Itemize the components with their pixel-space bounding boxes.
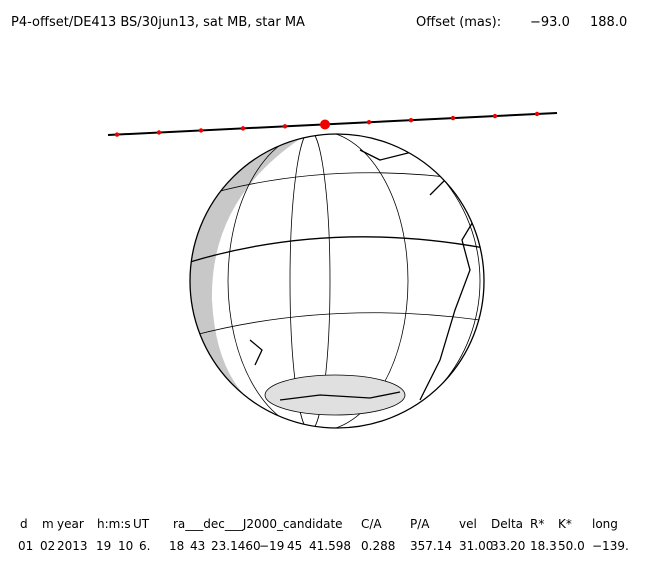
time-marker — [156, 130, 162, 135]
time-marker — [198, 128, 204, 133]
time-marker — [282, 124, 288, 129]
globe — [189, 133, 485, 429]
column-header: UT — [133, 517, 150, 531]
time-marker — [534, 111, 540, 117]
cell: 31.00 — [459, 539, 493, 553]
column-header: C/A — [361, 517, 382, 531]
cell: 01 — [18, 539, 33, 553]
globe-disk — [190, 134, 484, 428]
cell: 6. — [139, 539, 150, 553]
time-marker — [408, 117, 414, 123]
cell: 10 — [118, 539, 133, 553]
coastline — [249, 339, 263, 366]
cell: 45 — [287, 539, 302, 553]
offset-label: Offset (mas): — [416, 15, 501, 30]
column-header: h:m:s — [97, 517, 131, 531]
offset-ra: −93.0 — [530, 15, 570, 30]
column-header: ra___dec___J2000_candidate — [173, 517, 343, 531]
column-header: year — [57, 517, 84, 531]
track — [107, 112, 558, 136]
cell: 41.598 — [309, 539, 351, 553]
cell: 43 — [190, 539, 205, 553]
time-marker — [450, 115, 456, 121]
cell: 2013 — [57, 539, 88, 553]
column-header: R* — [530, 517, 544, 531]
title: P4-offset/DE413 BS/30jun13, sat MB, star… — [11, 15, 305, 30]
shadow-path — [107, 112, 558, 136]
column-header: P/A — [410, 517, 430, 531]
meridian — [289, 134, 331, 428]
globe-outline — [189, 133, 485, 429]
time-marker — [324, 122, 330, 127]
coastline — [279, 391, 401, 401]
meridian — [227, 134, 409, 428]
meridian — [190, 134, 481, 428]
offset-dec: 188.0 — [590, 15, 627, 30]
column-header: Delta — [491, 517, 523, 531]
cell: 18 — [169, 539, 184, 553]
column-header: d — [20, 517, 28, 531]
night-side — [190, 139, 300, 410]
parallel — [204, 172, 471, 196]
polar-cap — [264, 374, 406, 416]
cell: 33.20 — [491, 539, 525, 553]
column-header: m — [42, 517, 54, 531]
cell: 02 — [40, 539, 55, 553]
cell: 357.14 — [410, 539, 452, 553]
equator — [190, 236, 484, 263]
parallel — [194, 312, 481, 336]
cell: 50.0 — [558, 539, 585, 553]
time-marker — [240, 126, 246, 131]
cell: −19 — [259, 539, 284, 553]
time-marker — [492, 113, 498, 119]
cell: 19 — [96, 539, 111, 553]
cell: 0.288 — [361, 539, 395, 553]
column-header: vel — [459, 517, 477, 531]
time-marker — [366, 120, 372, 125]
column-header: long — [592, 517, 618, 531]
cell: 23.1460 — [211, 539, 261, 553]
time-marker — [114, 132, 120, 137]
cell: 18.3 — [530, 539, 557, 553]
column-header: K* — [558, 517, 572, 531]
cell: −139. — [592, 539, 629, 553]
